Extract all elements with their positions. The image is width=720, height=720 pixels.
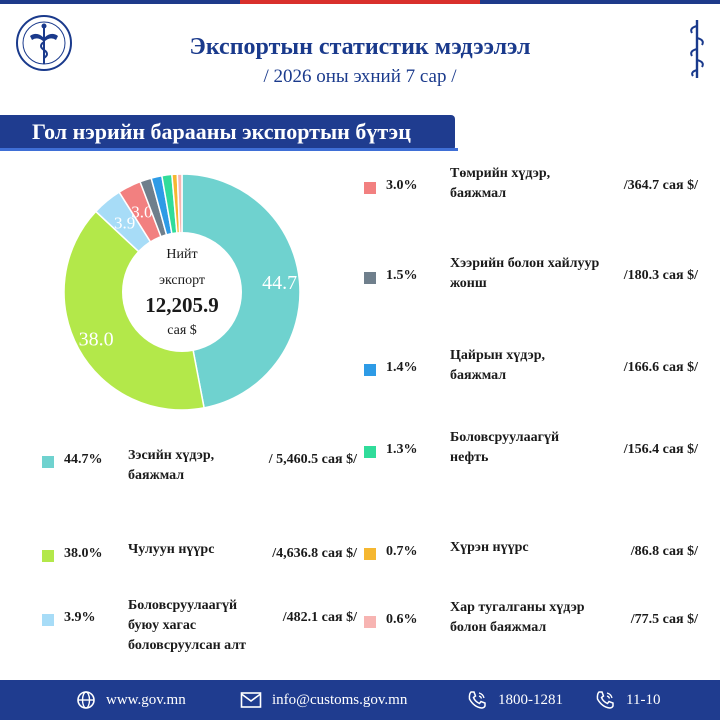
legend-name: Хүрэн нүүрс [450,540,529,555]
footer-phone1[interactable]: 1800-1281 [466,680,563,720]
legend-name: Боловсруулаагүй нефть [450,430,560,465]
pie-data-label: 3.9 [114,214,135,233]
legend-swatch [42,456,54,468]
legend-swatch [364,272,376,284]
banner-accent-line [0,148,458,151]
footer-email[interactable]: info@customs.gov.mn [240,680,407,720]
legend-name: Зэсийн хүдэр, баяжмал [128,448,215,483]
phone-icon [596,691,614,709]
legend-percent: 1.3% [386,442,418,457]
center-unit: сая $ [167,323,197,338]
legend-value: /166.6 сая $/ [623,360,698,375]
legend-name: Боловсруулаагүй буюу хагас боловсруулсан… [128,598,246,653]
phone-icon [468,691,486,709]
legend-name: Хээрийн болон хайлуур жонш [450,256,600,291]
legend-percent: 38.0% [64,546,103,561]
legend-swatch [42,550,54,562]
donut-hole [122,232,242,352]
legend-percent: 44.7% [64,452,103,467]
pie-data-label: 44.7 [262,272,297,294]
legend-swatch [364,446,376,458]
top-stripe [0,0,720,4]
legend-name: Цайрын хүдэр, баяжмал [450,348,546,383]
page-subtitle: / 2026 оны эхний 7 сар / [263,66,457,87]
legend-swatch [364,182,376,194]
footer-web-text: www.gov.mn [106,691,186,708]
legend-percent: 0.6% [386,612,418,627]
pie-data-label: 3.0 [131,202,152,221]
mail-icon [240,692,262,708]
legend-value: /156.4 сая $/ [623,442,698,457]
legend-swatch [364,364,376,376]
center-line2: экспорт [159,273,205,288]
legend-name: Төмрийн хүдэр, баяжмал [450,166,551,201]
legend-value: /77.5 сая $/ [630,612,698,627]
page-title: Экспортын статистик мэдээлэл [189,34,531,60]
legend-name: Хар тугалганы хүдэр болон баяжмал [450,600,585,635]
pie-data-label: 38.0 [79,328,114,350]
legend-swatch [364,616,376,628]
legend-value: /4,636.8 сая $/ [272,546,357,561]
section-banner: Гол нэрийн барааны экспортын бүтэц [0,115,455,151]
globe-icon [77,691,95,709]
legend-percent: 1.5% [386,268,418,283]
legend-value: /180.3 сая $/ [623,268,698,283]
section-title: Гол нэрийн барааны экспортын бүтэц [32,119,411,144]
customs-logo-icon [16,15,72,71]
legend-value: / 5,460.5 сая $/ [268,452,357,467]
legend-name: Чулуун нүүрс [128,542,215,557]
legend-value: /364.7 сая $/ [623,178,698,193]
footer-web[interactable]: www.gov.mn [76,680,186,720]
export-donut-chart: 44.7 38.0 3.93.0 Нийт экспорт 12,205.9 сая $ [63,173,301,411]
footer-email-text: info@customs.gov.mn [272,691,408,708]
footer-phone1-text: 1800-1281 [498,691,563,708]
center-line1: Нийт [166,247,197,262]
legend-swatch [42,614,54,626]
legend-value: /482.1 сая $/ [282,610,357,625]
legend-percent: 1.4% [386,360,418,375]
header: Экспортын статистик мэдээлэл / 2026 оны … [0,4,720,100]
footer-phone2[interactable]: 11-10 [594,680,660,720]
legend-percent: 3.9% [64,610,96,625]
legend-percent: 0.7% [386,544,418,559]
footer: www.gov.mn info@customs.gov.mn 1800-1281… [0,680,720,720]
center-total: 12,205.9 [145,293,219,317]
legend-percent: 3.0% [386,178,418,193]
mongolian-script-icon [690,20,704,78]
legend-value: /86.8 сая $/ [630,544,698,559]
legend-swatch [364,548,376,560]
footer-phone2-text: 11-10 [626,691,661,708]
